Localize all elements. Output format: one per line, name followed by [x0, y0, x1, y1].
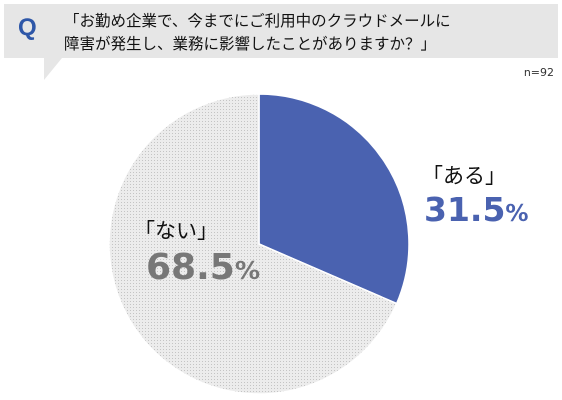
slice-label-aru: 「ある」 [422, 164, 506, 188]
slice-value-aru-unit: % [505, 201, 529, 227]
slice-value-nai: 68.5% [146, 247, 260, 288]
pie-slice-aru [258, 93, 410, 305]
slice-value-nai-number: 68.5 [146, 247, 235, 288]
slice-value-nai-unit: % [234, 256, 261, 285]
pie-slice-nai [108, 93, 398, 395]
question-line-2: 障害が発生し、業務に影響したことがありますか？」 [64, 35, 437, 53]
question-line-1: 「お勤め企業で、今までにご利用中のクラウドメールに [64, 12, 451, 30]
q-letter: Q [18, 14, 37, 41]
question-banner [4, 4, 558, 80]
slice-value-aru: 31.5% [424, 190, 529, 229]
question-text: 「お勤め企業で、今までにご利用中のクラウドメールに 障害が発生し、業務に影響した… [64, 10, 451, 56]
slice-label-nai: 「ない」 [134, 219, 218, 243]
speech-bubble [4, 4, 558, 80]
question-box: Q 「お勤め企業で、今までにご利用中のクラウドメールに 障害が発生し、業務に影響… [4, 4, 558, 62]
slice-value-aru-number: 31.5 [424, 190, 506, 229]
sample-size: n=92 [523, 66, 554, 79]
